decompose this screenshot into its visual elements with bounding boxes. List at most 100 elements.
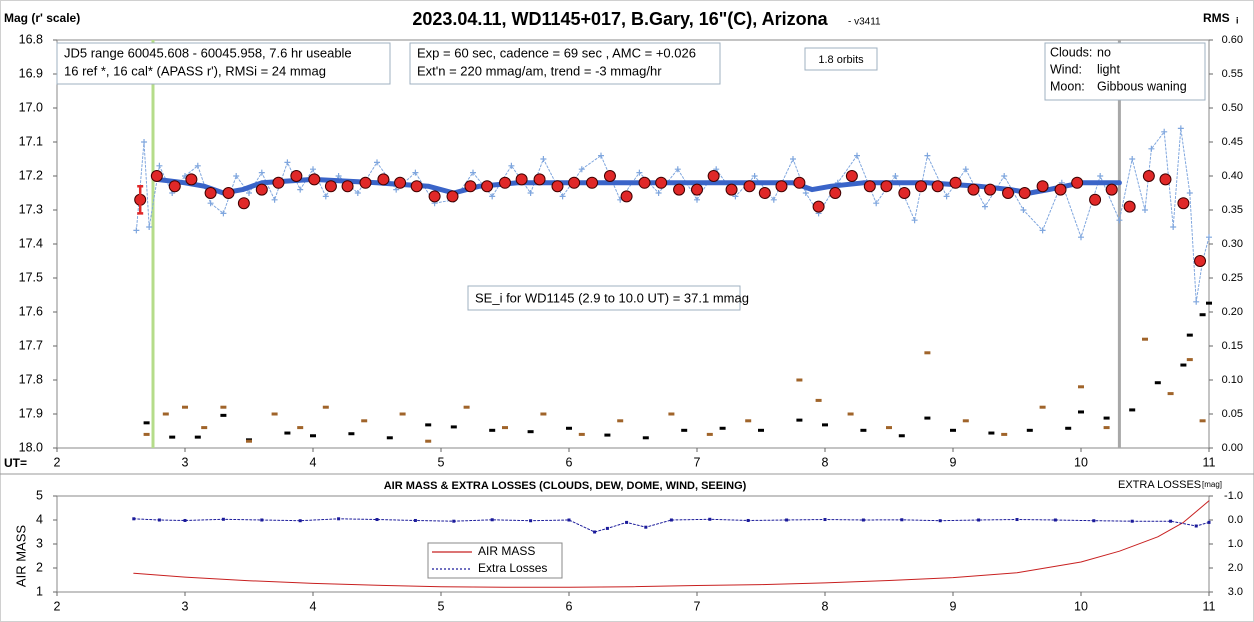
data-point [863,180,876,193]
annotation-box [1044,42,1206,101]
y2-axis-label: RMS [1203,11,1230,25]
data-point [1129,408,1136,412]
data-point [898,187,911,199]
error-bar [137,184,144,215]
data-point [271,412,278,416]
annotation-value: light [1097,62,1120,76]
data-point [977,518,981,522]
annotation-label: Clouds: [1050,45,1092,59]
data-point [822,423,828,427]
data-point [943,193,950,200]
data-point [655,176,668,189]
x-tick-label: 5 [438,599,445,613]
data-point [1078,385,1084,389]
data-point [1103,426,1110,430]
y-tick-label: 2 [36,560,43,574]
data-point [950,428,956,432]
data-point [655,190,662,196]
data-point [157,518,161,522]
data-point [452,519,456,523]
data-point [812,200,825,213]
annotation-box [56,42,391,85]
data-point [156,162,163,169]
data-point [237,197,250,210]
data-point [1015,518,1019,522]
y2-tick-label: 0.40 [1222,170,1243,182]
y-tick-label: 17.6 [19,304,43,318]
data-point [481,180,494,193]
y-tick-label: 17.3 [19,202,43,216]
data-point [146,224,153,230]
y-tick-label: 18.0 [19,440,43,454]
data-point [593,530,597,534]
data-point [425,423,432,427]
y-tick-label: 5 [36,488,43,502]
data-point [1186,358,1193,362]
annotation-box [804,47,878,71]
data-point [636,169,643,176]
chart-title: 2023.04.11, WD1145+017, B.Gary, 16"(C), … [412,9,828,29]
data-point [508,162,515,169]
data-point [1078,410,1084,414]
data-point [559,193,566,200]
data-point [673,183,686,196]
data-point [719,426,726,430]
data-point [568,176,581,189]
data-point [578,166,585,173]
data-point [796,418,803,422]
data-point [566,426,572,430]
data-point [1177,197,1190,210]
data-point [322,405,329,409]
legend-label: AIR MASS [478,544,535,558]
annotation-text: Ext'n = 220 mmag/am, trend = -3 mmag/hr [417,63,662,78]
data-point [1206,234,1212,241]
data-point [625,520,629,524]
data-point [1186,333,1193,337]
data-point [133,227,140,234]
data-point [258,169,265,176]
data-point [1078,234,1084,241]
data-point [567,518,571,522]
data-point [931,180,944,193]
data-point [540,412,547,416]
data-point [540,156,547,162]
data-point [1154,381,1161,385]
data-point [674,166,681,173]
y-tick-label: 17.8 [19,372,43,386]
annotation-value: Gibbous waning [1097,79,1187,93]
annotation-text: SE_i for WD1145 (2.9 to 10.0 UT) = 37.1 … [475,290,749,305]
x-tick-label: 11 [1203,455,1216,469]
data-point [691,183,703,196]
data-point [790,156,796,162]
data-point [272,176,285,189]
data-point [207,200,214,207]
data-point [949,176,962,189]
y2-tick-label: 0.35 [1222,204,1243,216]
data-point [861,518,865,522]
data-point [297,186,304,193]
x-axis-label: UT= [4,456,27,470]
data-point [1105,183,1118,196]
data-point [1036,180,1049,193]
data-point [194,435,201,439]
data-point [162,412,169,416]
y2-axis-label: EXTRA LOSSES [1118,479,1201,491]
data-point [938,519,942,523]
y2-tick-label: 0.05 [1222,408,1243,420]
data-point [375,518,379,522]
data-point [233,173,240,179]
annotation-label: Moon: [1050,79,1085,93]
y-tick-label: 17.2 [19,168,43,182]
data-point [1206,301,1212,305]
y2-tick-label: 0.00 [1222,442,1243,454]
data-point [829,187,842,199]
data-point [988,431,995,435]
data-point [984,183,997,196]
data-point [150,170,163,182]
data-point [847,412,854,416]
annotation-box [467,285,741,311]
data-point [183,518,187,522]
data-point [490,518,494,522]
data-point [551,180,564,193]
y2-tick-label: 1.0 [1228,538,1243,550]
